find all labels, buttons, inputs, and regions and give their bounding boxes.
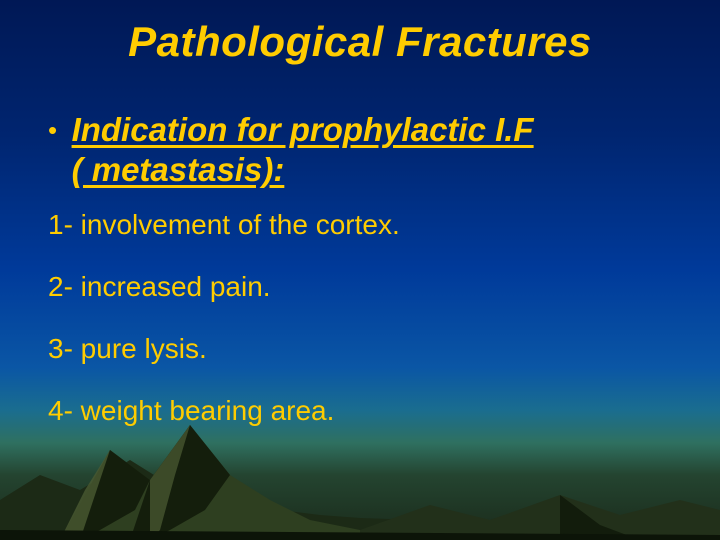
subtitle-line-2: ( metastasis):	[72, 151, 285, 188]
slide-title: Pathological Fractures	[0, 18, 720, 66]
subtitle-line-1: Indication for prophylactic I.F	[72, 111, 534, 148]
slide: Pathological Fractures • Indication for …	[0, 0, 720, 540]
list-item: 3- pure lysis.	[48, 332, 668, 366]
list-item: 1- involvement of the cortex.	[48, 208, 668, 242]
item-list: 1- involvement of the cortex. 2- increas…	[48, 208, 668, 456]
subtitle-text: Indication for prophylactic I.F ( metast…	[72, 110, 534, 190]
bullet-icon: •	[48, 110, 57, 150]
list-item: 2- increased pain.	[48, 270, 668, 304]
subtitle-block: • Indication for prophylactic I.F ( meta…	[48, 110, 668, 190]
list-item: 4- weight bearing area.	[48, 394, 668, 428]
